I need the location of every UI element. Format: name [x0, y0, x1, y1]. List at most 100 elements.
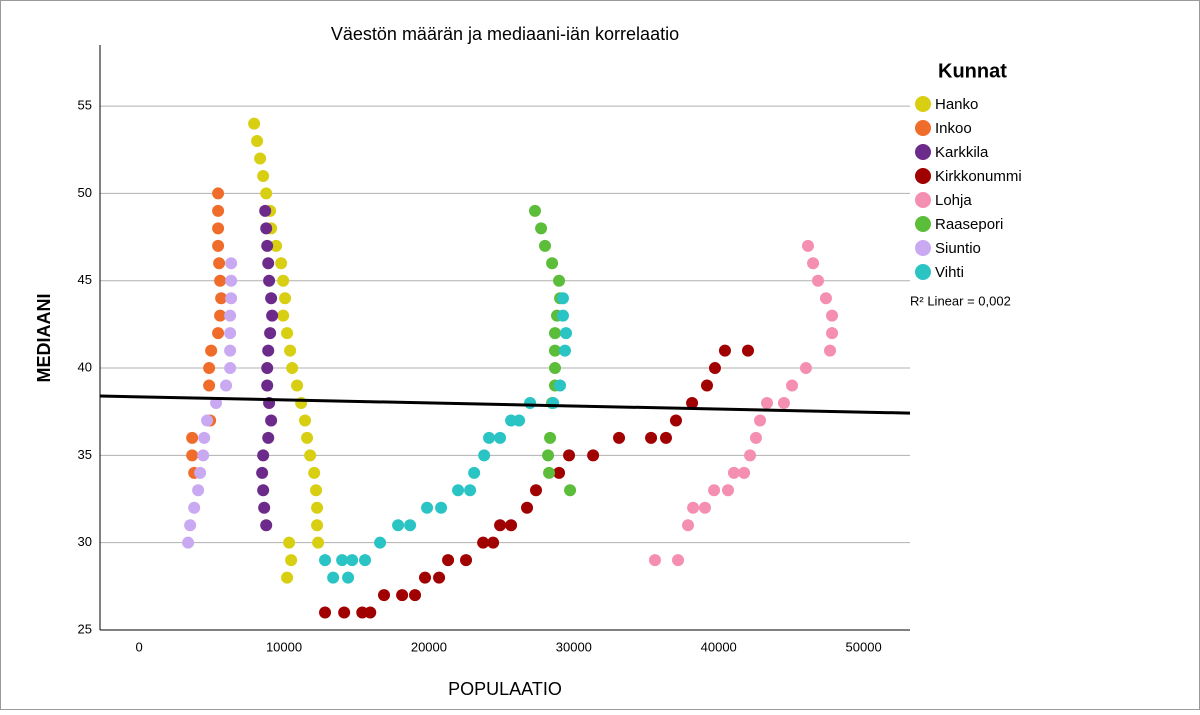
- point: [548, 344, 561, 357]
- point: [184, 519, 197, 532]
- point: [212, 327, 225, 340]
- point: [264, 327, 277, 340]
- point: [659, 431, 672, 444]
- point: [257, 449, 270, 462]
- point: [404, 519, 417, 532]
- point: [535, 222, 548, 235]
- point: [698, 501, 711, 514]
- point: [419, 571, 432, 584]
- y-tick-label: 45: [78, 272, 92, 287]
- point: [613, 431, 626, 444]
- point: [319, 554, 332, 567]
- point: [563, 449, 576, 462]
- point: [483, 431, 496, 444]
- point: [811, 274, 824, 287]
- point: [521, 501, 534, 514]
- point: [807, 257, 820, 270]
- y-tick-label: 55: [78, 98, 92, 113]
- point: [259, 204, 272, 217]
- legend-label: Inkoo: [935, 120, 972, 137]
- point: [311, 519, 324, 532]
- point: [558, 344, 571, 357]
- point: [442, 554, 455, 567]
- legend-swatch: [915, 264, 931, 280]
- y-tick-label: 30: [78, 534, 92, 549]
- point: [188, 501, 201, 514]
- point: [553, 274, 566, 287]
- point: [548, 362, 561, 375]
- point: [801, 239, 814, 252]
- point: [530, 484, 543, 497]
- point: [194, 466, 207, 479]
- point: [262, 257, 275, 270]
- point: [248, 117, 261, 130]
- point: [799, 362, 812, 375]
- point: [826, 309, 839, 322]
- point: [648, 554, 661, 567]
- point: [220, 379, 233, 392]
- point: [224, 309, 237, 322]
- point: [435, 501, 448, 514]
- point: [277, 309, 290, 322]
- point: [260, 187, 273, 200]
- legend-label: Kirkkonummi: [935, 168, 1022, 185]
- point: [487, 536, 500, 549]
- point: [281, 571, 294, 584]
- point: [281, 327, 294, 340]
- point: [686, 396, 699, 409]
- point: [262, 344, 275, 357]
- legend-label: Siuntio: [935, 240, 981, 257]
- legend-label: Hanko: [935, 96, 978, 113]
- point: [225, 274, 238, 287]
- point: [257, 169, 270, 182]
- point: [708, 484, 721, 497]
- legend-label: Vihti: [935, 264, 964, 281]
- point: [554, 379, 567, 392]
- point: [826, 327, 839, 340]
- point: [528, 204, 541, 217]
- point: [201, 414, 214, 427]
- point: [749, 431, 762, 444]
- point: [311, 501, 324, 514]
- point: [738, 466, 751, 479]
- point: [291, 379, 304, 392]
- point: [359, 554, 372, 567]
- point: [722, 484, 735, 497]
- point: [310, 484, 323, 497]
- point: [286, 362, 299, 375]
- point: [452, 484, 465, 497]
- point: [203, 379, 216, 392]
- point: [556, 309, 569, 322]
- point: [524, 396, 537, 409]
- point: [254, 152, 267, 165]
- y-tick-label: 25: [78, 621, 92, 636]
- point: [338, 606, 351, 619]
- point: [260, 222, 273, 235]
- point: [212, 222, 225, 235]
- point: [336, 554, 349, 567]
- point: [205, 344, 218, 357]
- point: [213, 257, 226, 270]
- point: [342, 571, 355, 584]
- point: [308, 466, 321, 479]
- y-axis-label: MEDIAANI: [34, 294, 54, 383]
- point: [553, 466, 566, 479]
- x-tick-label: 20000: [411, 639, 447, 654]
- point: [256, 466, 269, 479]
- point: [212, 187, 225, 200]
- point: [327, 571, 340, 584]
- legend-label: Karkkila: [935, 144, 989, 161]
- point: [251, 135, 264, 148]
- point: [215, 292, 228, 305]
- point: [224, 362, 237, 375]
- point: [754, 414, 767, 427]
- point: [260, 519, 273, 532]
- point: [742, 344, 754, 357]
- point: [560, 327, 573, 340]
- legend-swatch: [915, 120, 931, 136]
- legend-title: Kunnat: [938, 60, 1007, 82]
- point: [556, 292, 569, 305]
- point: [198, 431, 211, 444]
- legend-swatch: [915, 240, 931, 256]
